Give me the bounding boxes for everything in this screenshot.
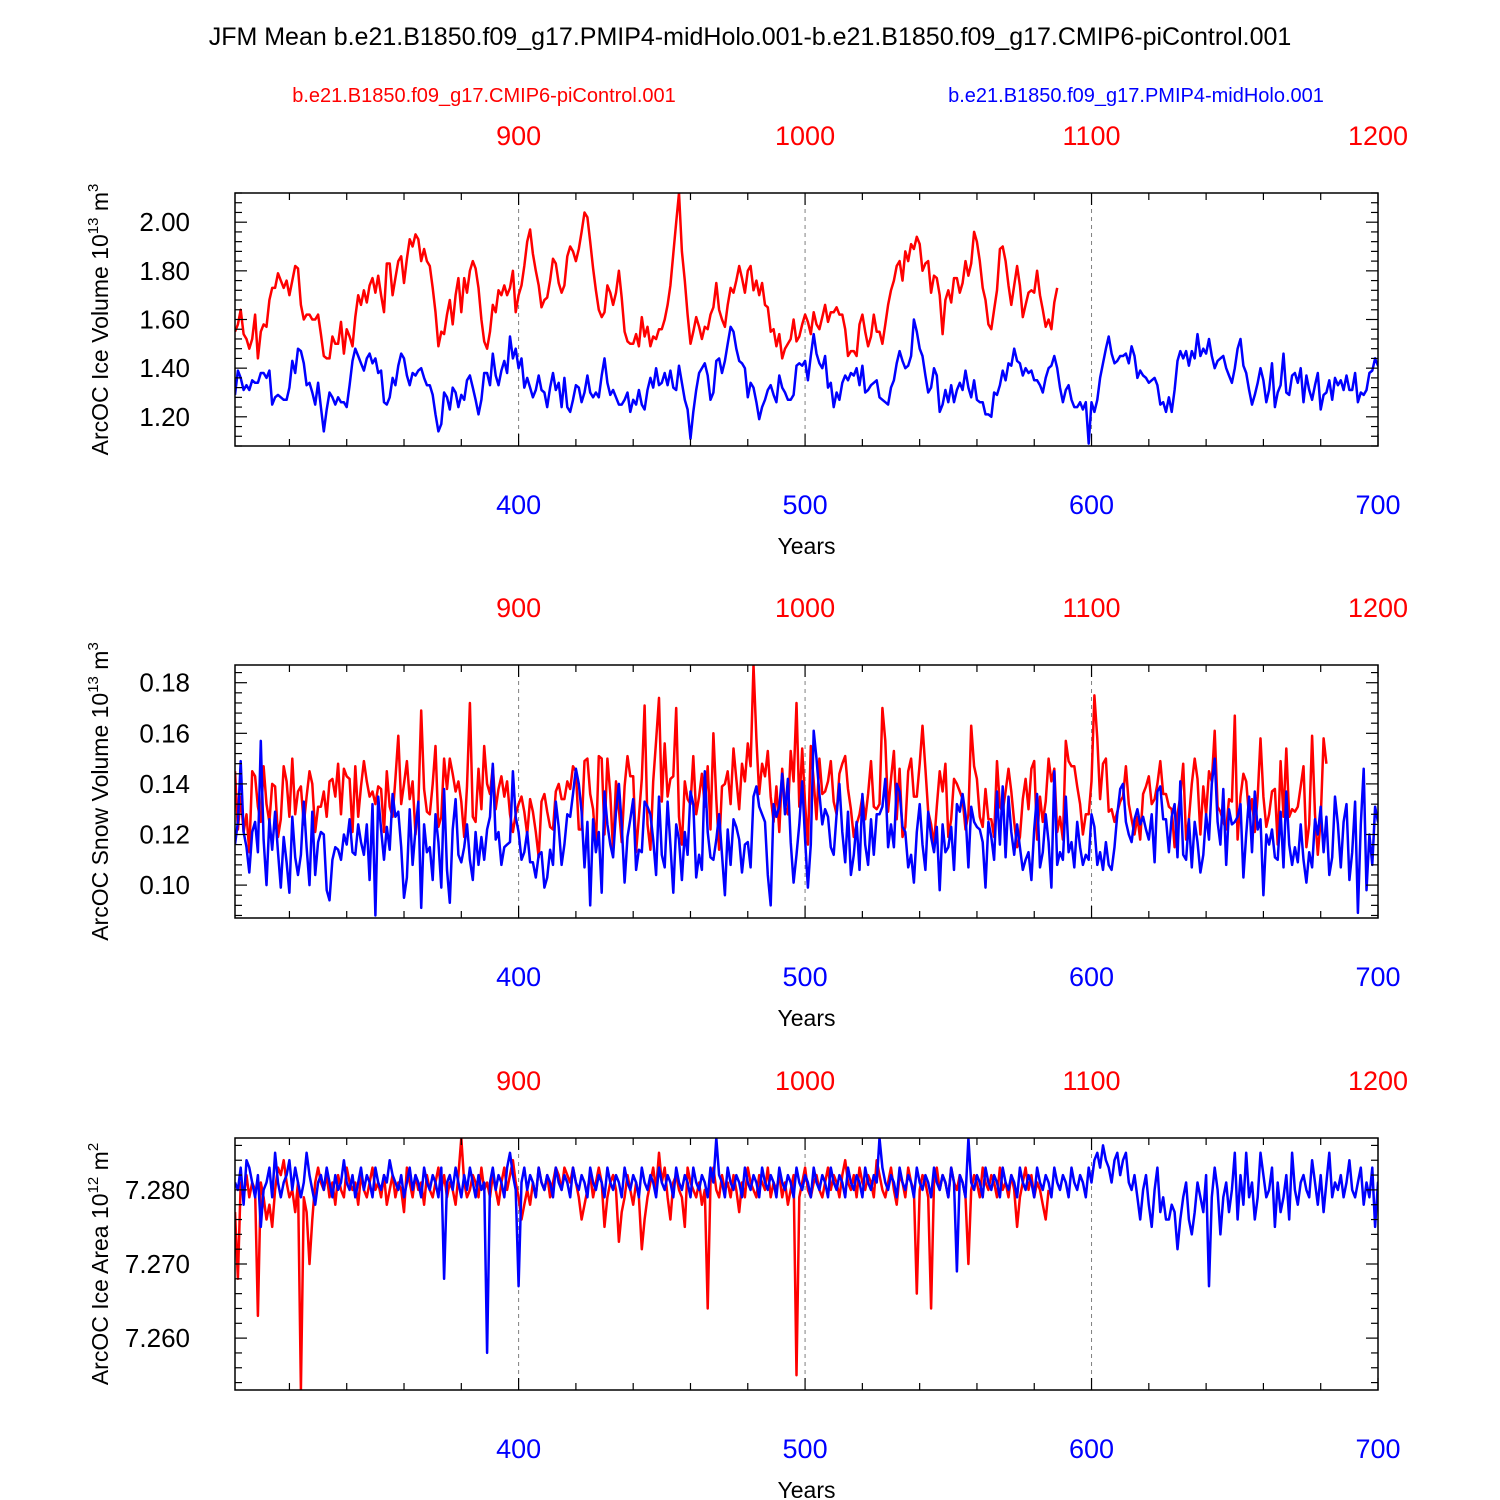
y-axis-label-exponent: 12 <box>85 1177 102 1194</box>
y-tick-label: 1.40 <box>139 353 190 383</box>
y-tick-label: 0.18 <box>139 668 190 698</box>
y-axis-label-main: ArcOC Ice Area 10 <box>87 1193 113 1385</box>
plot-frame <box>234 664 1379 919</box>
x-tick-label-bottom: 600 <box>1069 490 1114 520</box>
y-axis-label-unit: m <box>87 192 113 218</box>
x-tick-label-top: 1000 <box>775 121 835 151</box>
series-line-picontrol <box>235 193 1059 360</box>
y-axis-label-unit-exponent: 2 <box>85 1143 102 1151</box>
x-axis-label: Years <box>778 533 836 559</box>
y-axis-label-unit-exponent: 3 <box>85 184 102 192</box>
series-line-midholo <box>235 1138 1378 1355</box>
x-tick-label-bottom: 400 <box>496 962 541 992</box>
panels: 400 500 600 700 900 1000 1100 1200 Years 1.20 1.40… <box>85 121 1408 1500</box>
x-tick-label-bottom: 500 <box>783 490 828 520</box>
series-line-midholo <box>235 729 1378 917</box>
x-tick-label-bottom: 400 <box>496 1434 541 1464</box>
x-axis-label: Years <box>778 1005 836 1031</box>
x-tick-label-top: 1000 <box>775 1066 835 1096</box>
x-tick-label-top: 900 <box>496 121 541 151</box>
y-tick-label: 7.270 <box>125 1249 190 1279</box>
y-tick-label: 0.10 <box>139 870 190 900</box>
y-tick-label: 1.60 <box>139 305 190 335</box>
x-tick-label-top: 900 <box>496 1066 541 1096</box>
y-tick-label: 1.20 <box>139 402 190 432</box>
y-tick-label: 0.14 <box>139 769 190 799</box>
y-tick-label: 1.80 <box>139 256 190 286</box>
x-tick-label-top: 1100 <box>1063 1066 1121 1096</box>
panel-ice-volume: 400 500 600 700 900 1000 1100 1200 Years 1.20 1.40… <box>85 121 1408 559</box>
x-tick-label-bottom: 700 <box>1355 962 1400 992</box>
y-axis-label: ArcOC Snow Volume 1013 m3 <box>85 642 113 941</box>
x-tick-label-top: 1200 <box>1348 1066 1408 1096</box>
y-tick-label: 0.12 <box>139 820 190 850</box>
x-tick-label-bottom: 700 <box>1355 1434 1400 1464</box>
y-tick-label: 7.260 <box>125 1323 190 1353</box>
panel-ice-area: 400 500 600 700 900 1000 1100 1200 Years 7.260 7.2… <box>85 1066 1408 1500</box>
legend-blue-label: b.e21.B1850.f09_g17.PMIP4-midHolo.001 <box>948 85 1324 107</box>
y-axis-label-main: ArcOC Snow Volume 10 <box>87 693 113 941</box>
x-tick-label-bottom: 500 <box>783 1434 828 1464</box>
x-tick-label-bottom: 700 <box>1355 490 1400 520</box>
y-axis-label-exponent: 13 <box>85 218 102 235</box>
y-axis-label-unit: m <box>87 651 113 677</box>
x-tick-label-top: 1100 <box>1063 593 1121 623</box>
y-axis-label-unit: m <box>87 1151 113 1177</box>
y-axis-label-exponent: 13 <box>85 676 102 693</box>
y-axis-label: ArcOC Ice Area 1012 m2 <box>85 1143 113 1385</box>
y-tick-label: 0.16 <box>139 718 190 748</box>
y-axis-label-unit-exponent: 3 <box>85 642 102 650</box>
x-tick-label-top: 1200 <box>1348 121 1408 151</box>
x-tick-label-top: 1000 <box>775 593 835 623</box>
x-tick-label-top: 1200 <box>1348 593 1408 623</box>
x-tick-label-bottom: 400 <box>496 490 541 520</box>
x-tick-label-bottom: 500 <box>783 962 828 992</box>
x-axis-label: Years <box>778 1477 836 1500</box>
y-axis-label-main: ArcOC Ice Volume 10 <box>87 234 113 455</box>
y-axis-label: ArcOC Ice Volume 1013 m3 <box>85 184 113 456</box>
panel-snow-volume: 400 500 600 700 900 1000 1100 1200 Years 0.10 0.12… <box>85 593 1408 1031</box>
y-tick-label: 7.280 <box>125 1175 190 1205</box>
series-line-midholo <box>235 318 1378 445</box>
legend-red-label: b.e21.B1850.f09_g17.CMIP6-piControl.001 <box>292 85 676 107</box>
x-tick-label-top: 1100 <box>1063 121 1121 151</box>
x-tick-label-top: 900 <box>496 593 541 623</box>
figure-title: JFM Mean b.e21.B1850.f09_g17.PMIP4-midHo… <box>209 23 1292 51</box>
y-tick-label: 2.00 <box>139 207 190 237</box>
x-tick-label-bottom: 600 <box>1069 1434 1114 1464</box>
x-tick-label-bottom: 600 <box>1069 962 1114 992</box>
